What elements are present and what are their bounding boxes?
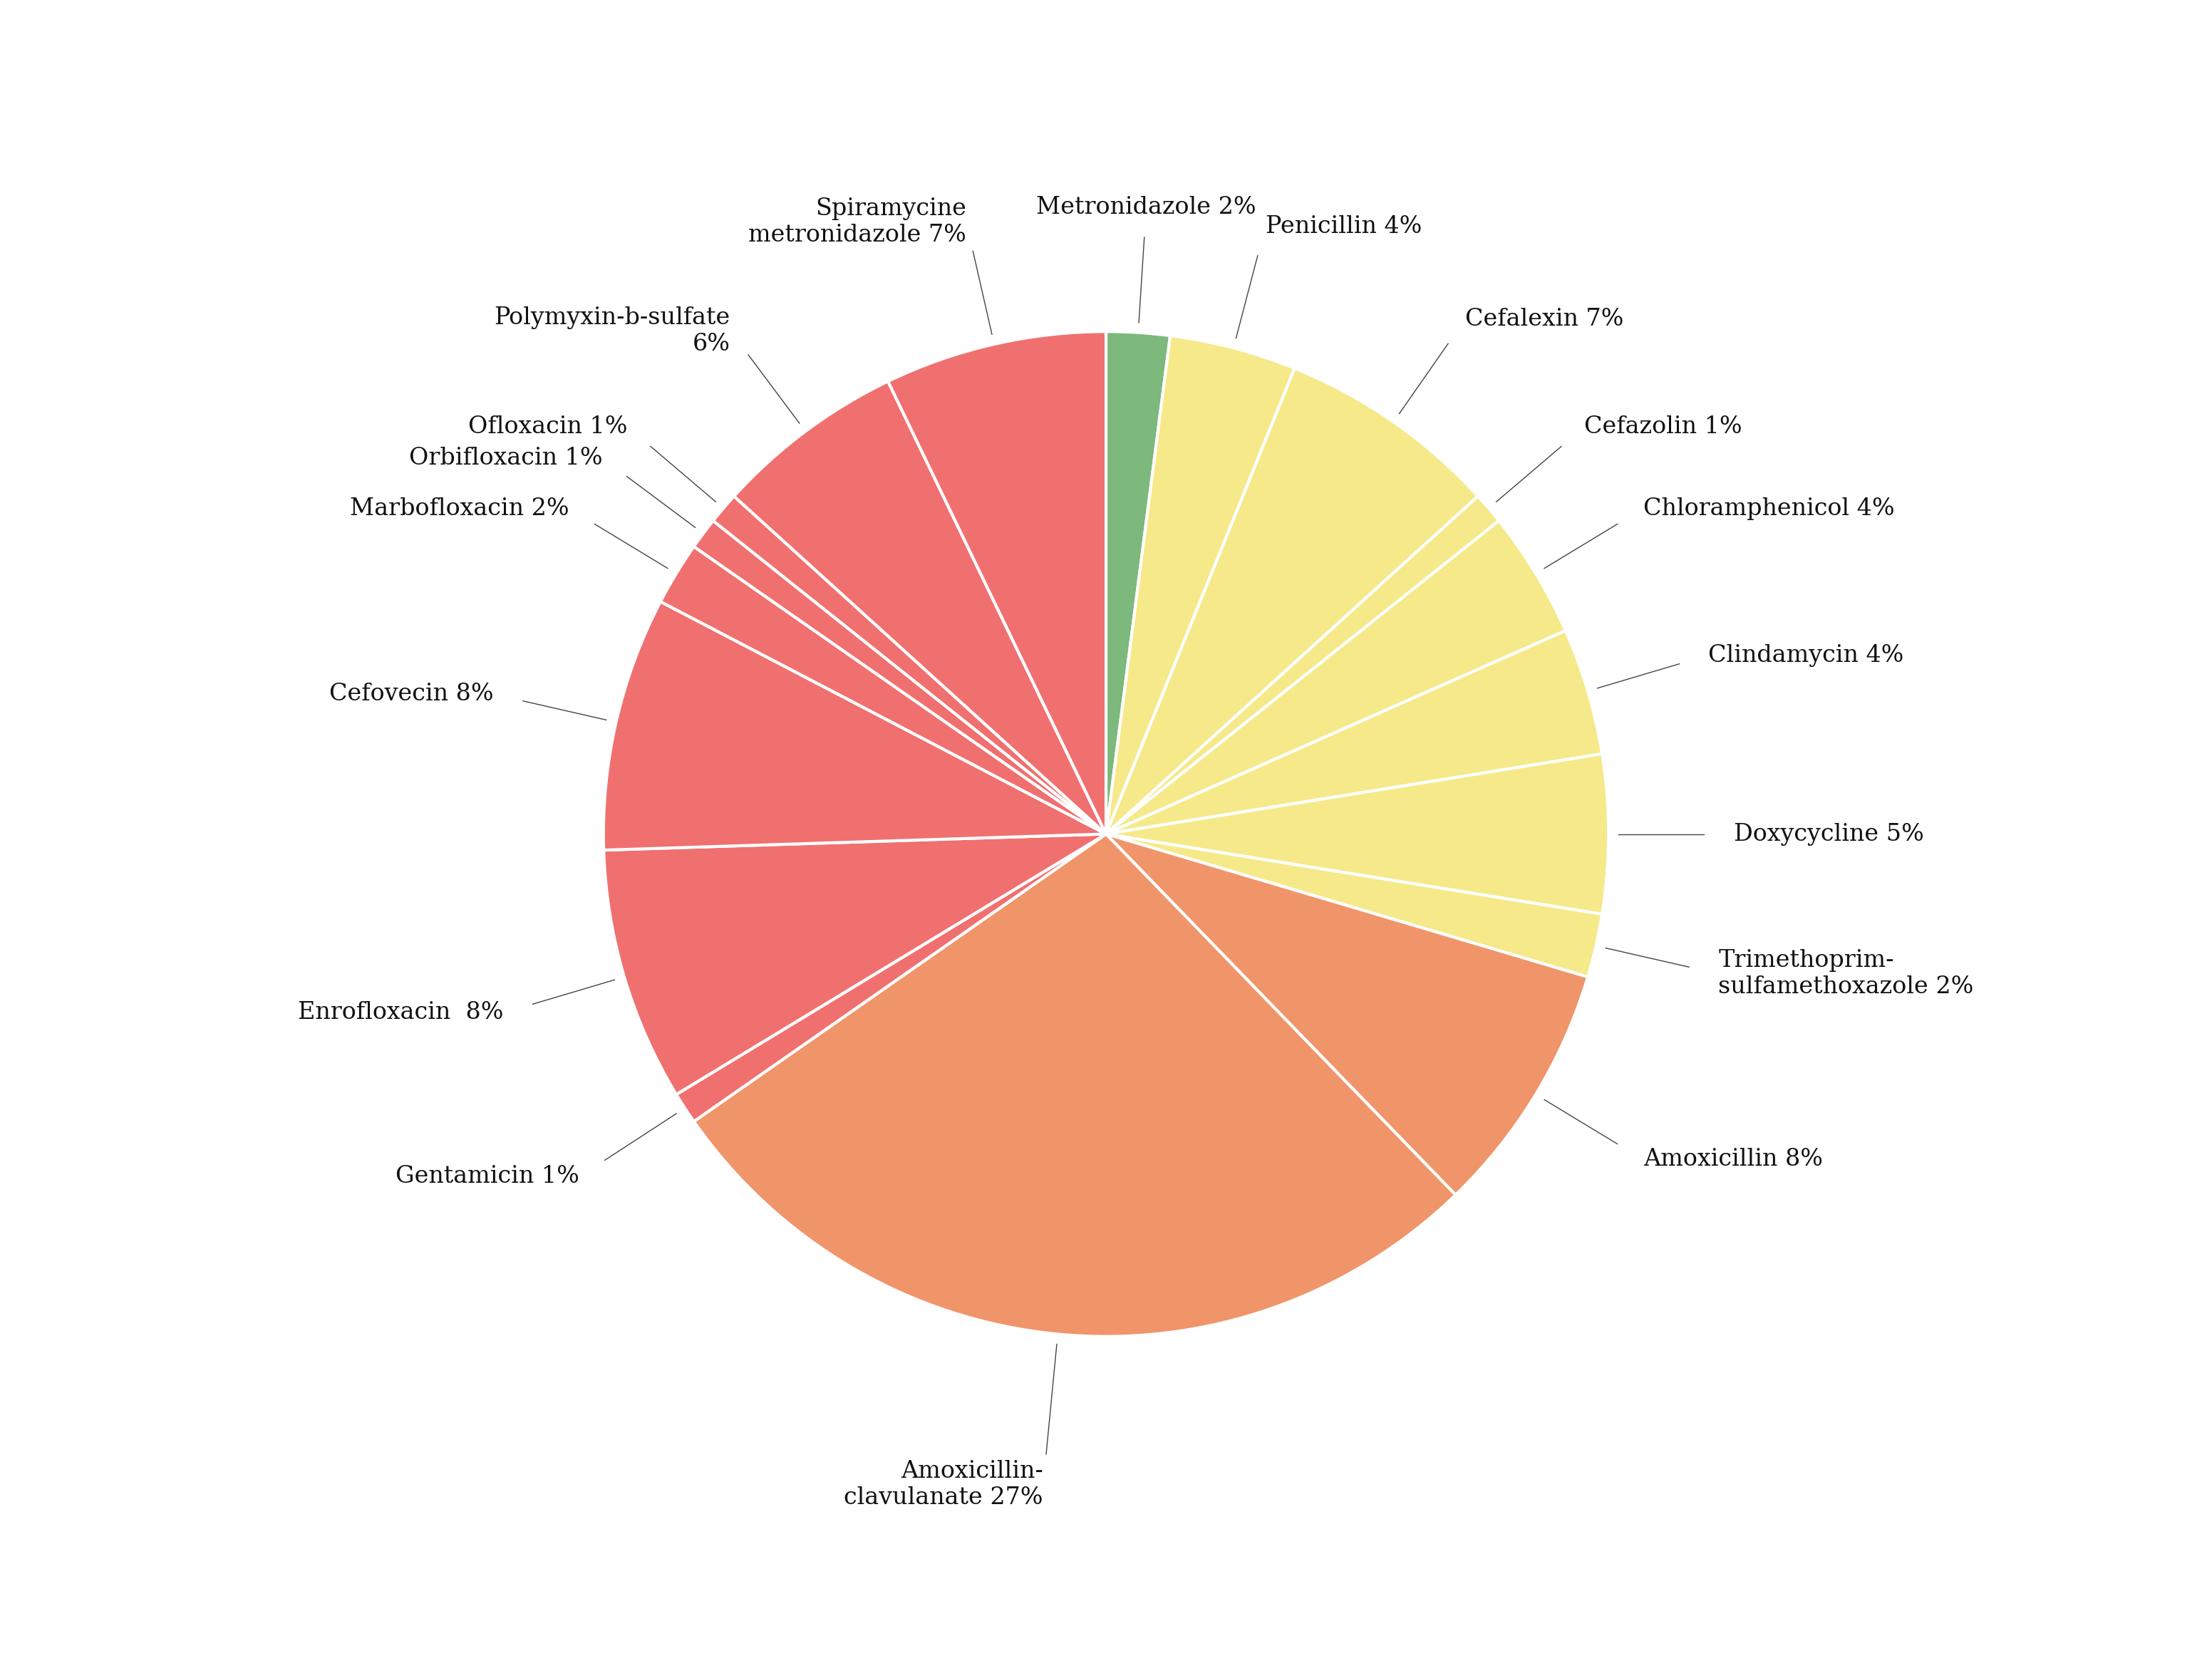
Wedge shape [734,382,1106,834]
Text: Orbifloxacin 1%: Orbifloxacin 1% [409,447,602,470]
Wedge shape [604,602,1106,851]
Wedge shape [677,834,1106,1121]
Text: Enrofloxacin  8%: Enrofloxacin 8% [299,1001,504,1024]
Text: Polymyxin-b-sulfate
6%: Polymyxin-b-sulfate 6% [493,305,730,355]
Wedge shape [1106,335,1294,834]
Text: Cefalexin 7%: Cefalexin 7% [1464,307,1624,330]
Text: Gentamicin 1%: Gentamicin 1% [396,1166,580,1188]
Text: Chloramphenicol 4%: Chloramphenicol 4% [1644,497,1893,520]
Wedge shape [695,834,1455,1336]
Text: Cefazolin 1%: Cefazolin 1% [1584,415,1743,439]
Wedge shape [1106,834,1588,1194]
Wedge shape [712,495,1106,834]
Wedge shape [1106,332,1170,834]
Text: Penicillin 4%: Penicillin 4% [1265,215,1422,239]
Text: Clindamycin 4%: Clindamycin 4% [1708,644,1905,667]
Wedge shape [1106,369,1478,834]
Text: Metronidazole 2%: Metronidazole 2% [1035,195,1256,219]
Text: Trimethoprim-
sulfamethoxazole 2%: Trimethoprim- sulfamethoxazole 2% [1719,949,1973,999]
Text: Amoxicillin-
clavulanate 27%: Amoxicillin- clavulanate 27% [845,1460,1044,1510]
Wedge shape [1106,834,1601,977]
Wedge shape [695,520,1106,834]
Text: Ofloxacin 1%: Ofloxacin 1% [469,415,628,439]
Text: Amoxicillin 8%: Amoxicillin 8% [1644,1148,1823,1171]
Text: Spiramycine
metronidazole 7%: Spiramycine metronidazole 7% [748,197,967,247]
Wedge shape [604,834,1106,1094]
Text: Doxycycline 5%: Doxycycline 5% [1734,822,1924,846]
Wedge shape [661,547,1106,834]
Wedge shape [1106,631,1601,834]
Wedge shape [1106,495,1500,834]
Text: Marbofloxacin 2%: Marbofloxacin 2% [349,497,568,520]
Text: Cefovecin 8%: Cefovecin 8% [330,682,493,706]
Wedge shape [1106,520,1566,834]
Wedge shape [1106,754,1608,914]
Wedge shape [887,332,1106,834]
